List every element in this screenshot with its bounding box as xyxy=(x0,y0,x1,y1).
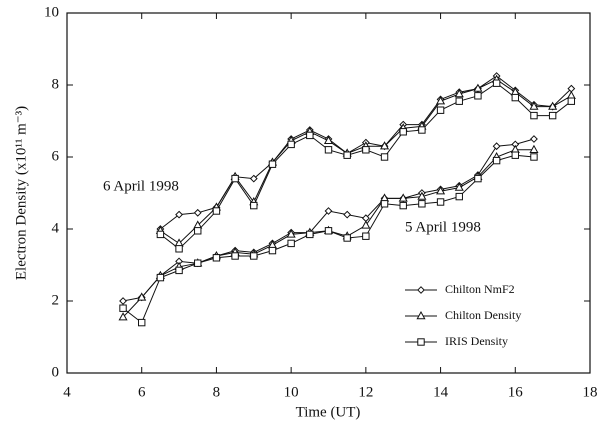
square-marker xyxy=(156,230,165,239)
triangle-marker xyxy=(510,144,520,153)
square-marker xyxy=(343,234,351,242)
square-marker xyxy=(418,200,426,208)
square-marker xyxy=(343,151,351,159)
square-marker xyxy=(399,128,407,136)
square-marker xyxy=(287,140,295,149)
x-tick-label: 4 xyxy=(63,384,71,400)
triangle-marker xyxy=(379,141,390,150)
square-marker xyxy=(418,126,426,134)
x-tick-label: 18 xyxy=(583,384,598,400)
plot-frame xyxy=(66,12,591,374)
legend-label: Chilton Density xyxy=(445,308,521,322)
diamond-marker xyxy=(324,207,333,215)
square-marker xyxy=(212,207,221,215)
square-marker xyxy=(250,201,258,210)
triangle-marker xyxy=(566,90,576,99)
square-marker xyxy=(492,79,501,87)
diamond-marker xyxy=(492,142,501,151)
square-marker xyxy=(455,192,463,201)
annotation: 5 April 1998 xyxy=(405,219,481,235)
triangle-marker xyxy=(529,101,539,110)
x-tick-label: 16 xyxy=(508,384,524,400)
square-marker xyxy=(455,97,463,105)
square-marker xyxy=(530,153,538,161)
square-marker xyxy=(175,245,183,253)
square-marker xyxy=(119,304,127,312)
square-marker xyxy=(156,273,165,282)
annotation: 6 April 1998 xyxy=(103,178,179,194)
x-tick-label: 12 xyxy=(358,384,373,400)
square-marker xyxy=(287,239,295,248)
y-tick-label: 4 xyxy=(52,220,60,236)
square-marker xyxy=(268,160,277,168)
square-marker xyxy=(548,111,557,120)
triangle-marker xyxy=(137,292,147,301)
triangle-marker xyxy=(361,220,371,229)
triangle-marker xyxy=(416,310,426,320)
diamond-marker xyxy=(530,135,538,143)
legend-label: IRIS Density xyxy=(445,334,508,348)
square-marker xyxy=(231,174,239,183)
triangle-marker xyxy=(529,144,539,153)
triangle-marker xyxy=(436,186,446,195)
square-marker xyxy=(268,246,277,255)
triangle-marker xyxy=(436,96,446,105)
y-tick-label: 2 xyxy=(52,292,60,308)
y-tick-label: 6 xyxy=(52,148,60,164)
y-tick-label: 8 xyxy=(52,76,60,92)
square-marker xyxy=(436,106,445,114)
square-marker xyxy=(380,200,389,208)
square-marker xyxy=(306,131,314,140)
triangle-marker xyxy=(286,229,296,238)
square-marker xyxy=(138,318,146,327)
square-marker xyxy=(567,97,576,105)
y-axis-label: Electron Density (x10¹¹ m⁻³) xyxy=(13,106,29,280)
triangle-marker xyxy=(454,182,464,191)
square-marker xyxy=(324,227,333,235)
square-marker xyxy=(250,252,258,260)
x-tick-label: 10 xyxy=(284,384,299,400)
triangle-marker xyxy=(118,312,128,321)
square-marker xyxy=(511,151,519,159)
triangle-marker xyxy=(417,191,427,200)
square-marker xyxy=(362,146,370,154)
square-marker xyxy=(530,111,538,120)
square-marker xyxy=(306,230,314,239)
square-marker xyxy=(474,92,482,100)
square-marker xyxy=(194,227,202,235)
square-marker xyxy=(474,174,482,183)
triangle-marker xyxy=(548,101,558,110)
square-marker xyxy=(175,266,183,275)
x-axis-label: Time (UT) xyxy=(296,404,361,420)
square-marker xyxy=(511,93,519,102)
y-tick-label: 10 xyxy=(44,4,59,20)
x-tick-label: 6 xyxy=(138,384,146,400)
square-marker xyxy=(417,338,425,346)
legend-label: Chilton NmF2 xyxy=(445,282,515,296)
diamond-marker xyxy=(175,210,183,219)
diamond-marker xyxy=(343,210,352,219)
triangle-marker xyxy=(398,193,408,202)
diamond-marker xyxy=(417,286,425,294)
square-marker xyxy=(194,259,202,267)
diamond-marker xyxy=(119,297,127,305)
triangle-marker xyxy=(323,135,334,144)
triangle-marker xyxy=(473,83,483,92)
x-tick-label: 14 xyxy=(433,384,449,400)
square-marker xyxy=(362,232,370,240)
square-marker xyxy=(436,198,445,206)
triangle-marker xyxy=(454,88,464,98)
square-marker xyxy=(492,156,501,165)
diamond-marker xyxy=(193,208,202,217)
y-tick-label: 0 xyxy=(52,364,60,380)
square-marker xyxy=(231,252,239,260)
square-marker xyxy=(212,254,221,262)
square-marker xyxy=(380,153,389,161)
square-marker xyxy=(399,201,407,210)
square-marker xyxy=(324,146,333,154)
diamond-marker xyxy=(249,174,258,183)
x-tick-label: 8 xyxy=(213,384,221,400)
